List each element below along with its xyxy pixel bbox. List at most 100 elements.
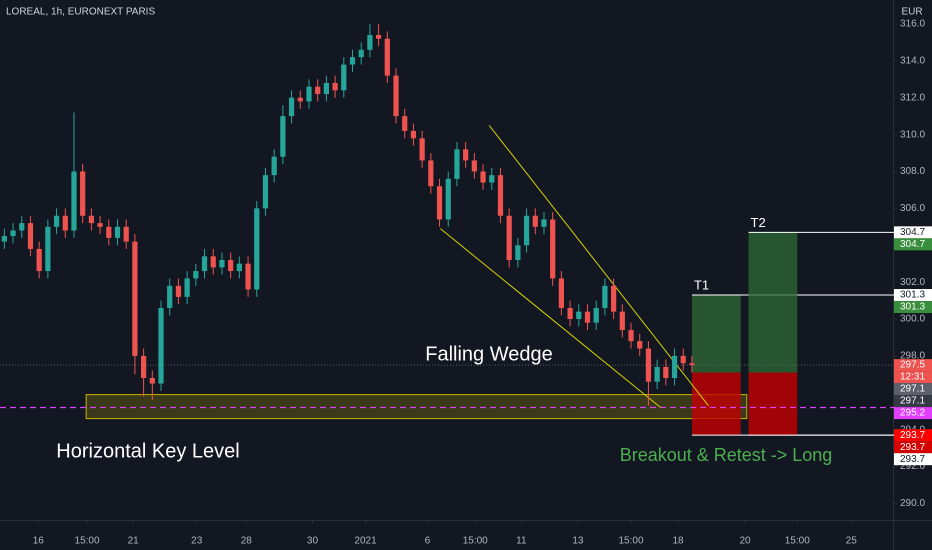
strategy-note: Breakout & Retest -> Long: [620, 445, 833, 465]
candle-body: [532, 215, 538, 227]
profit-box: [691, 295, 741, 373]
candle-body: [602, 285, 608, 308]
candle-body: [645, 348, 652, 382]
candle-body: [550, 219, 556, 279]
target-name: T2: [751, 215, 766, 230]
price-label-bg: [894, 226, 932, 239]
candle-body: [410, 130, 417, 139]
currency: EUR: [901, 7, 922, 18]
price-label-bg: [894, 359, 932, 372]
y-tick-label: 308.0: [900, 166, 925, 177]
candle-body: [558, 278, 564, 308]
x-tick-label: 11: [516, 536, 527, 547]
candle-body: [228, 260, 234, 272]
x-tick-label: 2021: [354, 536, 377, 547]
price-label: 293.7: [900, 442, 925, 453]
candle-body: [663, 366, 669, 379]
price-label: 297.1: [900, 384, 925, 395]
x-tick-label: 13: [572, 536, 584, 547]
price-label: 12:31: [900, 372, 925, 383]
candle-body: [271, 156, 277, 176]
candle-body: [288, 97, 295, 117]
candle-body: [593, 307, 599, 323]
candle-body: [367, 35, 373, 50]
price-label: 297.1: [900, 396, 925, 407]
wedge-line: [440, 228, 661, 408]
candle-body: [210, 256, 216, 268]
candle-body: [376, 35, 382, 39]
target-name: T1: [694, 277, 709, 292]
candle-body: [637, 341, 643, 349]
candle-body: [584, 311, 591, 323]
x-tick-label: 21: [128, 536, 140, 547]
candle-body: [671, 355, 678, 379]
price-label-bg: [894, 238, 932, 251]
candle-body: [654, 366, 660, 382]
y-tick-label: 292.0: [900, 461, 925, 472]
candle-body: [184, 278, 190, 297]
price-label-bg: [894, 407, 932, 420]
candle-body: [523, 215, 530, 246]
x-tick-label: 15:00: [463, 536, 488, 547]
candle-body: [114, 226, 121, 238]
candle-body: [332, 82, 338, 91]
candle-body: [141, 355, 147, 379]
candle-body: [236, 263, 242, 272]
candle-body: [611, 285, 617, 312]
candle-body: [341, 64, 347, 91]
price-label-bg: [894, 383, 932, 396]
candle-body: [323, 82, 329, 95]
candle-body: [515, 245, 521, 260]
x-tick-label: 15:00: [619, 536, 644, 547]
candle-body: [315, 86, 321, 95]
candle-body: [201, 256, 208, 272]
candle-body: [497, 175, 504, 216]
plot: 290.0292.0294.0296.0298.0300.0302.0304.0…: [0, 19, 932, 547]
candle-body: [1, 236, 7, 242]
candle-body: [567, 307, 573, 320]
loss-box: [748, 372, 798, 436]
price-label: 304.7: [900, 227, 925, 238]
x-tick-label: 23: [191, 536, 203, 547]
candle-body: [88, 215, 94, 224]
candle-body: [19, 223, 25, 231]
candle-body: [167, 285, 173, 308]
candle-body: [445, 178, 451, 220]
x-tick-label: 20: [739, 536, 751, 547]
wedge-label: Falling Wedge: [425, 343, 552, 365]
price-label: 293.7: [900, 454, 925, 465]
x-tick-label: 30: [307, 536, 319, 547]
y-tick-label: 300.0: [900, 314, 925, 325]
candle-body: [158, 307, 164, 384]
candle-body: [149, 378, 155, 384]
y-tick-label: 298.0: [900, 351, 925, 362]
candle-body: [384, 38, 390, 76]
candle-body: [471, 160, 477, 172]
x-tick-label: 18: [672, 536, 684, 547]
candle-body: [306, 86, 312, 102]
candle-body: [53, 215, 60, 227]
candle-body: [97, 223, 103, 227]
zone-label: Horizontal Key Level: [56, 440, 239, 462]
candle-body: [219, 260, 225, 268]
candle-body: [454, 149, 460, 179]
candle-body: [71, 171, 77, 231]
y-tick-label: 290.0: [900, 498, 925, 509]
candle-body: [358, 49, 364, 58]
candle-body: [62, 215, 68, 231]
candle-body: [262, 175, 269, 209]
candle-body: [393, 75, 399, 117]
candle-body: [506, 215, 512, 260]
price-label: 301.3: [900, 290, 925, 301]
candle-body: [36, 248, 42, 272]
y-tick-label: 306.0: [900, 203, 925, 214]
candle-body: [254, 208, 260, 290]
candle-body: [297, 97, 303, 102]
chart-title: LOREAL, 1h, EURONEXT PARIS: [6, 7, 155, 18]
y-tick-label: 316.0: [900, 19, 925, 30]
candle-body: [132, 241, 138, 356]
candle-body: [245, 263, 251, 290]
price-label-bg: [894, 395, 932, 408]
y-tick-label: 312.0: [900, 92, 925, 103]
